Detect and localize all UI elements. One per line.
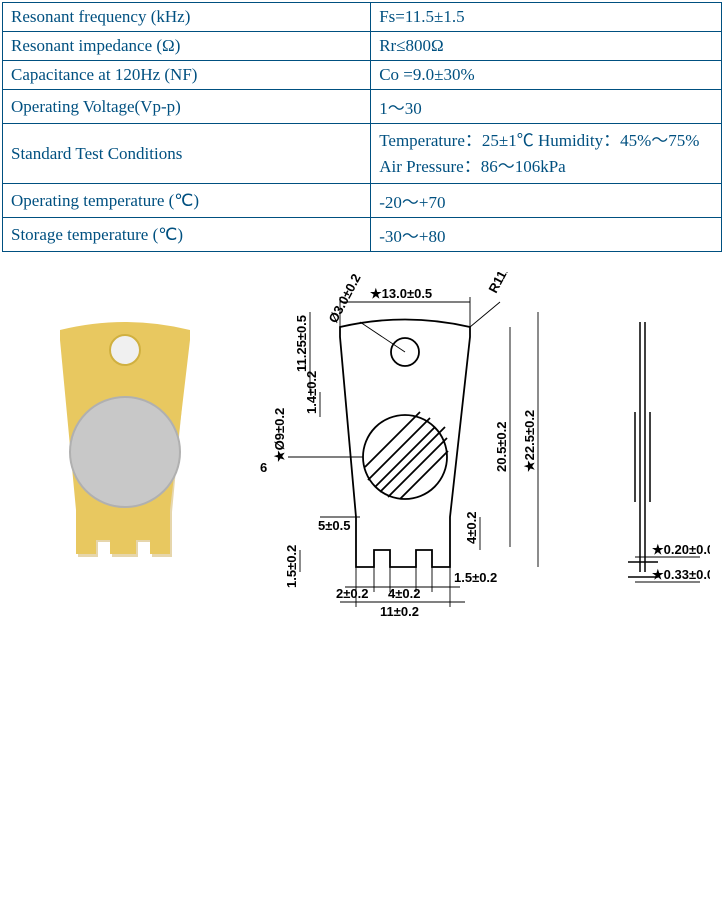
dim-hole: Ø3.0±0.2: [325, 272, 363, 325]
technical-drawing: ★13.0±0.5 R11.5±0.1 11.25±0.5 Ø3.0±0.2 ★…: [240, 272, 726, 632]
spec-label: Resonant frequency (kHz): [3, 3, 371, 32]
specification-table: Resonant frequency (kHz) Fs=11.5±1.5 Res…: [2, 2, 722, 252]
spec-label: Resonant impedance (Ω): [3, 32, 371, 61]
spec-value: Fs=11.5±1.5: [371, 3, 722, 32]
table-row: Resonant impedance (Ω) Rr≤800Ω: [3, 32, 722, 61]
dim-4-h: 4±0.2: [464, 512, 479, 544]
dim-4b: 4±0.2: [388, 586, 420, 601]
dim-1-4: 1.4±0.2: [304, 371, 319, 414]
table-row: Operating Voltage(Vp-p) 1～30: [3, 90, 722, 124]
dim-20-5: 20.5±0.2: [494, 421, 509, 472]
dim-5: 5±0.5: [318, 518, 350, 533]
spec-value: Co =9.0±30%: [371, 61, 722, 90]
table-row: Standard Test Conditions Temperature：25±…: [3, 124, 722, 184]
spec-label: Operating temperature (℃): [3, 184, 371, 218]
component-photo: [20, 302, 230, 602]
dim-2: 2±0.2: [336, 586, 368, 601]
dim-11: 11±0.2: [380, 604, 419, 619]
dim-side-thin: ★0.20±0.02: [652, 542, 710, 557]
spec-label: Operating Voltage(Vp-p): [3, 90, 371, 124]
spec-label: Storage temperature (℃): [3, 218, 371, 252]
spec-value: -20～+70: [371, 184, 722, 218]
dim-main-dia: ★Ø9±0.2: [272, 408, 287, 462]
dim-marker-6: 6: [260, 460, 267, 475]
dim-side-thick: ★0.33±0.05: [652, 567, 710, 582]
spec-value: Temperature：25±1℃ Humidity：45%～75% Air P…: [371, 124, 722, 184]
table-row: Capacitance at 120Hz (NF) Co =9.0±30%: [3, 61, 722, 90]
spec-label: Standard Test Conditions: [3, 124, 371, 184]
spec-value: 1～30: [371, 90, 722, 124]
dim-top-width: ★13.0±0.5: [370, 286, 432, 301]
spec-value: Rr≤800Ω: [371, 32, 722, 61]
table-row: Storage temperature (℃) -30～+80: [3, 218, 722, 252]
dim-1-5-l: 1.5±0.2: [284, 545, 299, 588]
table-row: Operating temperature (℃) -20～+70: [3, 184, 722, 218]
dim-1-5-r: 1.5±0.2: [454, 570, 497, 585]
dim-top-height: 11.25±0.5: [294, 315, 309, 372]
spec-label: Capacitance at 120Hz (NF): [3, 61, 371, 90]
spec-value: -30～+80: [371, 218, 722, 252]
table-row: Resonant frequency (kHz) Fs=11.5±1.5: [3, 3, 722, 32]
dim-radius: R11.5±0.1: [485, 272, 526, 295]
dim-22-5: ★22.5±0.2: [522, 410, 537, 472]
